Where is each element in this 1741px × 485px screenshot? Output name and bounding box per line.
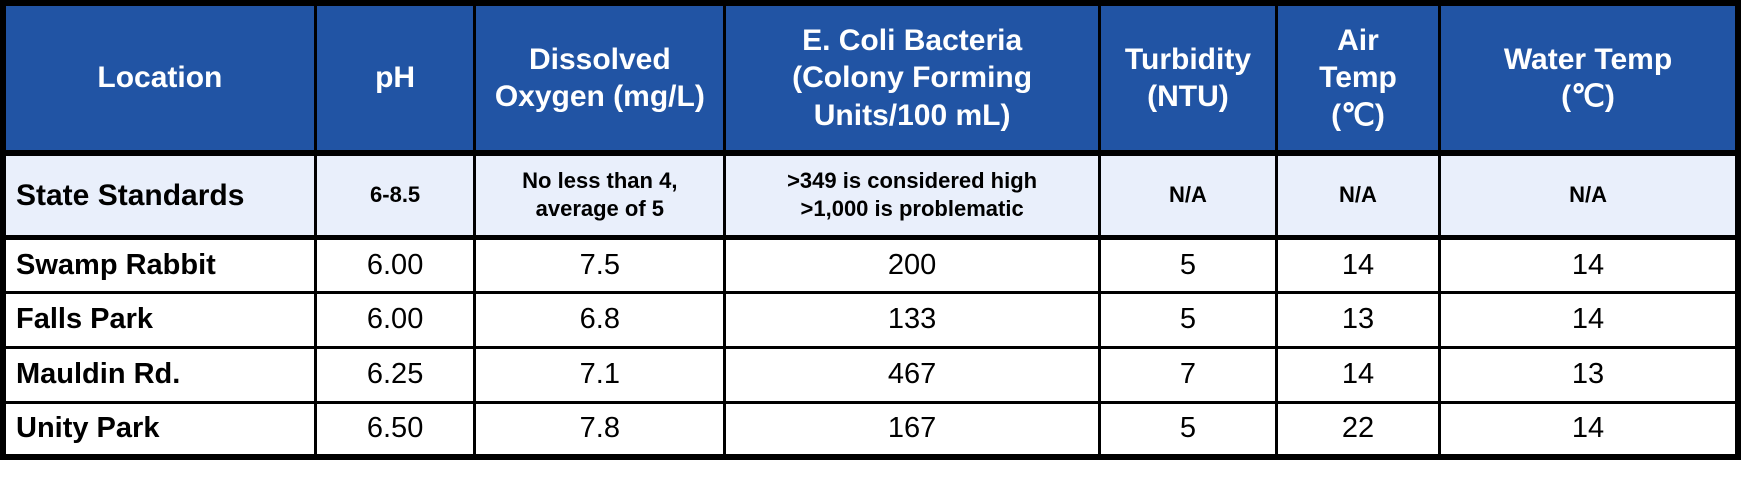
water-temp-cell: 14 (1438, 400, 1740, 459)
location-cell: Falls Park (1, 290, 317, 349)
col-header-dissolved-oxygen: Dissolved Oxygen (mg/L) (473, 1, 727, 156)
turbidity-cell: 5 (1097, 235, 1278, 294)
turbidity-cell: 5 (1097, 290, 1278, 349)
table-row-mauldin-rd: Mauldin Rd. 6.25 7.1 467 7 14 13 (1, 345, 1740, 404)
air-temp-cell: 14 (1274, 345, 1442, 404)
water-temp-cell: 13 (1438, 345, 1740, 404)
state-standards-row: State Standards 6-8.5 No less than 4, av… (1, 151, 1740, 240)
ph-cell: 6.25 (313, 345, 477, 404)
table-row-falls-park: Falls Park 6.00 6.8 133 5 13 14 (1, 290, 1740, 349)
dissolved-oxygen-cell: 6.8 (473, 290, 727, 349)
header-row: Location pH Dissolved Oxygen (mg/L) E. C… (1, 1, 1740, 156)
location-cell: Mauldin Rd. (1, 345, 317, 404)
ph-cell: 6.00 (313, 235, 477, 294)
col-header-location: Location (1, 1, 317, 156)
air-temp-cell: 14 (1274, 235, 1442, 294)
ph-cell: 6.00 (313, 290, 477, 349)
ph-cell: 6.50 (313, 400, 477, 459)
e-coli-cell: 467 (723, 345, 1101, 404)
e-coli-cell: 133 (723, 290, 1101, 349)
dissolved-oxygen-cell: 7.5 (473, 235, 727, 294)
turbidity-cell: 5 (1097, 400, 1278, 459)
col-header-ph: pH (313, 1, 477, 156)
water-quality-table: Location pH Dissolved Oxygen (mg/L) E. C… (0, 0, 1741, 460)
location-cell: Swamp Rabbit (1, 235, 317, 294)
standards-location-label: State Standards (1, 151, 317, 240)
water-temp-cell: 14 (1438, 235, 1740, 294)
location-cell: Unity Park (1, 400, 317, 459)
air-temp-cell: 22 (1274, 400, 1442, 459)
col-header-e-coli: E. Coli Bacteria (Colony Forming Units/1… (723, 1, 1101, 156)
col-header-air-temp: Air Temp (℃) (1274, 1, 1442, 156)
col-header-turbidity: Turbidity (NTU) (1097, 1, 1278, 156)
turbidity-cell: 7 (1097, 345, 1278, 404)
col-header-water-temp: Water Temp (℃) (1438, 1, 1740, 156)
dissolved-oxygen-cell: 7.1 (473, 345, 727, 404)
standards-dissolved-oxygen-value: No less than 4, average of 5 (473, 151, 727, 240)
e-coli-cell: 200 (723, 235, 1101, 294)
standards-water-temp-value: N/A (1438, 151, 1740, 240)
table-row-unity-park: Unity Park 6.50 7.8 167 5 22 14 (1, 400, 1740, 459)
standards-air-temp-value: N/A (1274, 151, 1442, 240)
water-temp-cell: 14 (1438, 290, 1740, 349)
dissolved-oxygen-cell: 7.8 (473, 400, 727, 459)
table-row-swamp-rabbit: Swamp Rabbit 6.00 7.5 200 5 14 14 (1, 235, 1740, 294)
standards-e-coli-value: >349 is considered high >1,000 is proble… (723, 151, 1101, 240)
standards-turbidity-value: N/A (1097, 151, 1278, 240)
e-coli-cell: 167 (723, 400, 1101, 459)
air-temp-cell: 13 (1274, 290, 1442, 349)
standards-ph-value: 6-8.5 (313, 151, 477, 240)
